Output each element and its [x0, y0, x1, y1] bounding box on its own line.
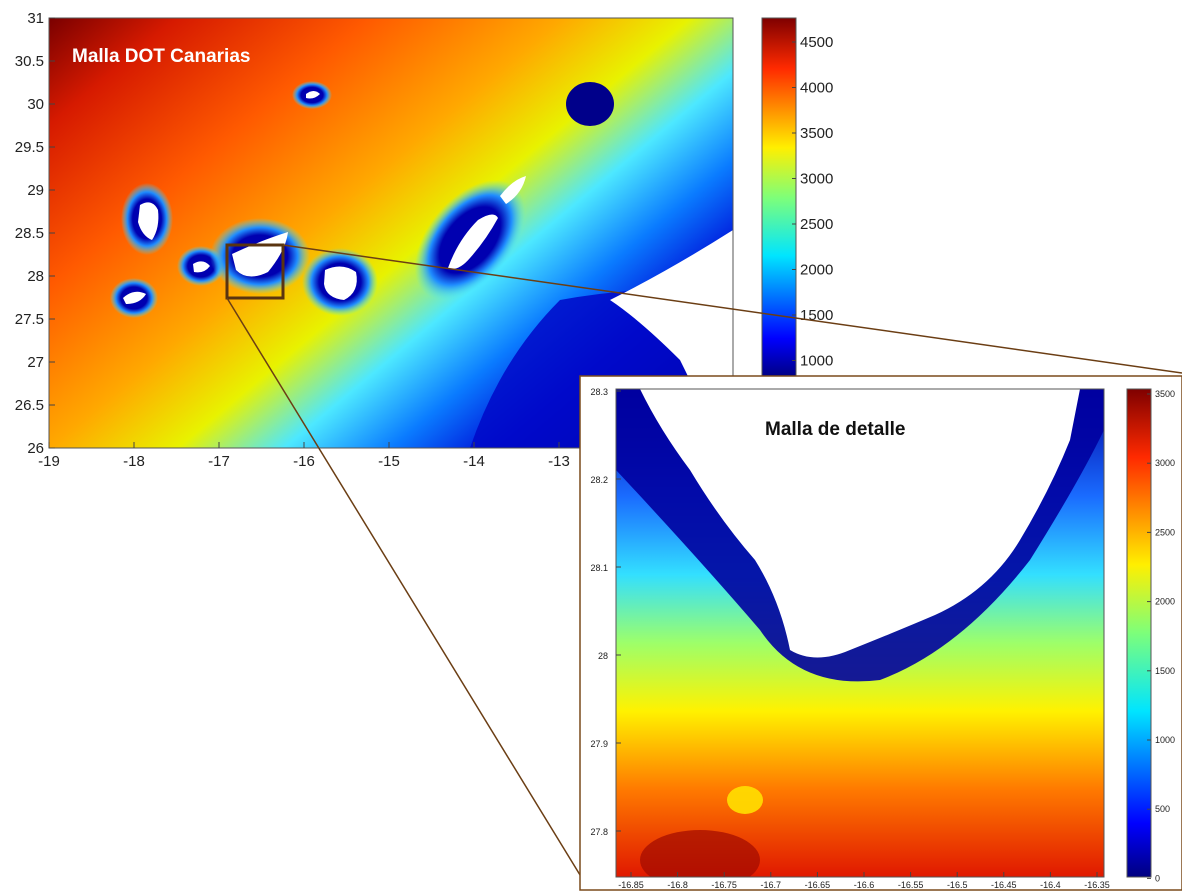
main-x-tick-label: -18	[123, 453, 145, 470]
main-colorbar-tick-label: 2000	[800, 262, 833, 279]
detail-y-tick-label: 27.8	[590, 827, 608, 837]
detail-colorbar-tick-label: 1500	[1155, 666, 1175, 676]
detail-x-tick-label: -16.65	[805, 880, 831, 890]
island-la-palma	[138, 202, 159, 240]
main-y-tick-label: 27.5	[15, 311, 44, 328]
detail-colorbar-tick-label: 3500	[1155, 389, 1175, 399]
detail-x-tick-label: -16.35	[1084, 880, 1110, 890]
main-colorbar-bar	[762, 18, 796, 378]
main-x-tick-label: -19	[38, 453, 60, 470]
detail-colorbar-ticks: 3500 3000 2500 2000 1500 1000 500 0	[1147, 389, 1175, 883]
main-y-tick-label: 26.5	[15, 397, 44, 414]
main-y-tick-label: 31	[27, 10, 44, 27]
detail-map-frame	[615, 388, 1105, 878]
main-x-tick-label: -17	[208, 453, 230, 470]
detail-y-axis: 27.8 27.9 28 28.1 28.2 28.3	[590, 387, 621, 837]
main-y-tick-label: 28.5	[15, 225, 44, 242]
island-small	[306, 91, 320, 99]
detail-colorbar-frame	[1126, 388, 1152, 878]
zoom-connectors	[226, 244, 1182, 889]
detail-colorbar-bar	[1127, 389, 1151, 877]
zoom-line-top	[282, 244, 1182, 374]
detail-x-tick-label: -16.85	[618, 880, 644, 890]
detail-colorbar: 3500 3000 2500 2000 1500 1000 500 0	[1126, 388, 1175, 883]
island-lanzarote	[500, 176, 526, 204]
detail-deep-patch	[640, 830, 760, 877]
detail-x-tick-label: -16.4	[1040, 880, 1061, 890]
detail-y-tick-label: 28.3	[590, 387, 608, 397]
main-colorbar-tick-label: 3500	[800, 125, 833, 142]
main-map-title: Malla DOT Canarias	[72, 46, 250, 67]
main-y-tick-label: 28	[27, 268, 44, 285]
detail-x-tick-label: -16.45	[991, 880, 1017, 890]
detail-x-tick-label: -16.55	[898, 880, 924, 890]
main-colorbar-tick-label: 4500	[800, 34, 833, 51]
main-x-tick-label: -13	[548, 453, 570, 470]
main-colorbar-tick-label: 4000	[800, 80, 833, 97]
main-x-tick-label: -16	[293, 453, 315, 470]
island-tenerife	[232, 232, 288, 277]
halo-seamount-2	[566, 82, 614, 126]
main-x-tick-label: -15	[378, 453, 400, 470]
detail-colorbar-tick-label: 2000	[1155, 597, 1175, 607]
main-y-tick-label: 29.5	[15, 139, 44, 156]
island-el-hierro	[123, 291, 146, 304]
zoom-line-bottom	[226, 297, 589, 889]
detail-colorbar-tick-label: 500	[1155, 804, 1170, 814]
main-y-tick-label: 27	[27, 354, 44, 371]
main-colorbar-tick-label: 2500	[800, 216, 833, 233]
detail-colorbar-tick-label: 1000	[1155, 735, 1175, 745]
detail-x-tick-label: -16.7	[761, 880, 782, 890]
main-x-axis: -19 -18 -17 -16 -15 -14 -13	[38, 442, 570, 470]
island-fuerteventura	[448, 214, 498, 269]
zoom-region-box	[225, 243, 285, 300]
detail-colorbar-tick-label: 0	[1155, 873, 1160, 883]
detail-land-tenerife	[640, 389, 1080, 658]
detail-map-panel: Malla de detalle -16.85 -16.8 -16.75 -16.7-…	[579, 375, 1182, 891]
detail-x-tick-label: -16.6	[854, 880, 875, 890]
main-y-axis: 26 26.5 27 27.5 28 28.5 29 29.5 30 30.5 31	[15, 10, 55, 457]
detail-colorbar-tick-label: 2500	[1155, 527, 1175, 537]
detail-y-tick-label: 28.1	[590, 563, 608, 573]
detail-x-tick-label: -16.75	[711, 880, 737, 890]
island-la-gomera	[193, 261, 210, 273]
detail-x-tick-label: -16.5	[947, 880, 968, 890]
island-gran-canaria	[324, 266, 357, 300]
main-y-tick-label: 29	[27, 182, 44, 199]
detail-seamount-patch	[727, 786, 763, 814]
main-y-tick-label: 30.5	[15, 53, 44, 70]
detail-colorbar-tick-label: 3000	[1155, 458, 1175, 468]
detail-y-tick-label: 27.9	[590, 739, 608, 749]
detail-x-tick-label: -16.8	[667, 880, 688, 890]
main-x-tick-label: -14	[463, 453, 485, 470]
main-y-tick-label: 26	[27, 440, 44, 457]
main-colorbar-tick-label: 3000	[800, 171, 833, 188]
main-y-tick-label: 30	[27, 96, 44, 113]
detail-y-tick-label: 28.2	[590, 475, 608, 485]
main-colorbar-tick-label: 1000	[800, 353, 833, 370]
detail-panel-border	[579, 375, 1182, 891]
detail-x-axis: -16.85 -16.8 -16.75 -16.7 -16.65 -16.6 -16.55 -…	[618, 872, 1110, 890]
detail-y-tick-label: 28	[598, 651, 608, 661]
detail-map-title: Malla de detalle	[765, 419, 905, 440]
